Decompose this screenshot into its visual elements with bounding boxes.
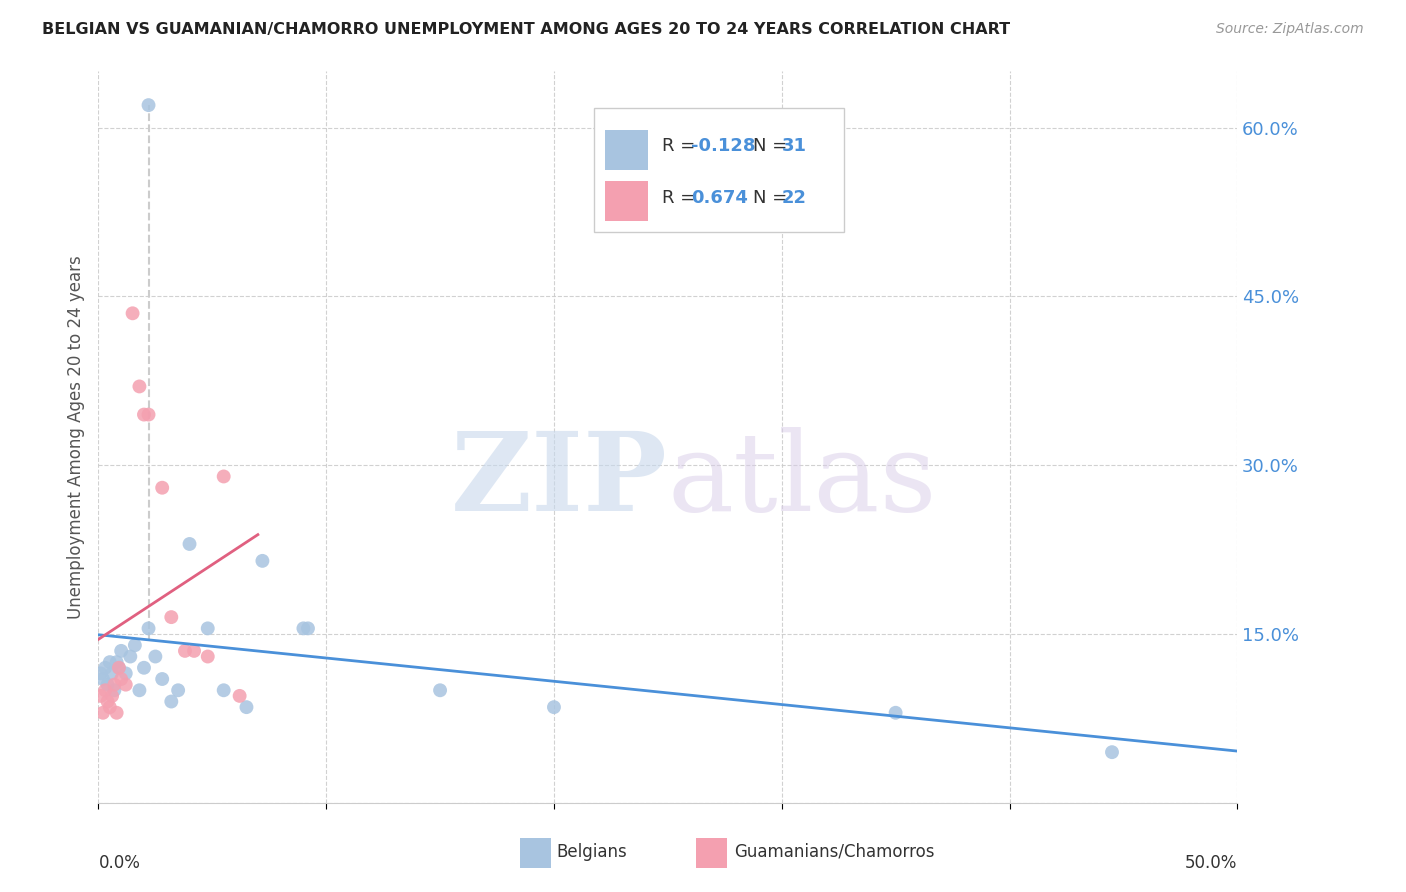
Text: 22: 22 (782, 189, 807, 207)
Text: N =: N = (754, 189, 787, 207)
Point (110, 644, 132, 658)
Point (90, 689, 112, 703)
Point (91, 672, 114, 686)
Point (132, 661, 155, 675)
Bar (605, 181, 648, 221)
Point (128, 683, 150, 698)
Point (179, 537, 201, 551)
Point (884, 706, 907, 720)
Point (105, 706, 128, 720)
Point (128, 379, 150, 393)
Point (94, 661, 117, 675)
FancyBboxPatch shape (593, 108, 845, 232)
Point (292, 621, 315, 635)
Text: N =: N = (754, 137, 787, 155)
Point (160, 610, 183, 624)
Text: BELGIAN VS GUAMANIAN/CHAMORRO UNEMPLOYMENT AMONG AGES 20 TO 24 YEARS CORRELATION: BELGIAN VS GUAMANIAN/CHAMORRO UNEMPLOYME… (42, 22, 1011, 37)
Text: R =: R = (662, 189, 696, 207)
Point (138, 621, 160, 635)
Point (105, 655, 128, 669)
Point (101, 689, 124, 703)
Point (96, 694, 118, 708)
Text: 50.0%: 50.0% (1185, 854, 1237, 872)
Point (108, 661, 131, 675)
Text: Source: ZipAtlas.com: Source: ZipAtlas.com (1216, 22, 1364, 37)
Point (91, 706, 114, 720)
Point (90, 666, 112, 681)
Point (108, 661, 131, 675)
Point (174, 644, 197, 658)
Point (197, 649, 219, 664)
Point (543, 700, 565, 714)
Text: -0.128: -0.128 (690, 137, 755, 155)
Point (183, 644, 205, 658)
Point (98, 655, 121, 669)
Point (167, 683, 190, 698)
Point (228, 689, 250, 703)
Point (124, 638, 146, 652)
Point (160, 694, 183, 708)
Point (212, 469, 235, 483)
Point (1101, 745, 1123, 759)
Point (121, 306, 143, 320)
Point (145, 649, 167, 664)
Point (138, 98, 160, 112)
Point (103, 678, 125, 692)
Point (103, 683, 125, 698)
Point (150, 672, 173, 686)
Point (297, 621, 319, 635)
Text: Guamanians/Chamorros: Guamanians/Chamorros (734, 843, 935, 861)
Point (110, 672, 132, 686)
Point (235, 700, 257, 714)
Point (150, 481, 173, 495)
Point (114, 678, 136, 692)
Text: 0.674: 0.674 (690, 189, 748, 207)
Bar (605, 130, 648, 170)
Point (94, 683, 117, 698)
Text: atlas: atlas (668, 427, 938, 534)
Point (98, 700, 121, 714)
Point (197, 621, 219, 635)
Point (114, 666, 136, 681)
Y-axis label: Unemployment Among Ages 20 to 24 years: Unemployment Among Ages 20 to 24 years (66, 255, 84, 619)
Text: 0.0%: 0.0% (98, 854, 141, 872)
Point (132, 408, 155, 422)
Text: R =: R = (662, 137, 696, 155)
Point (138, 408, 160, 422)
Point (212, 683, 235, 698)
Text: 31: 31 (782, 137, 807, 155)
Text: ZIP: ZIP (451, 427, 668, 534)
Point (252, 554, 274, 568)
Text: Belgians: Belgians (557, 843, 627, 861)
Point (120, 649, 142, 664)
Point (96, 678, 118, 692)
Point (101, 666, 124, 681)
Point (429, 683, 451, 698)
